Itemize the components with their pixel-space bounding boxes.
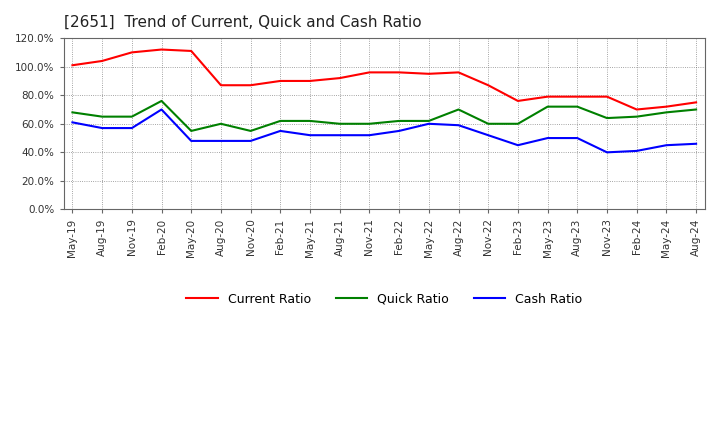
Cash Ratio bbox=[217, 138, 225, 143]
Quick Ratio bbox=[454, 107, 463, 112]
Current Ratio bbox=[306, 78, 315, 84]
Quick Ratio bbox=[632, 114, 641, 119]
Quick Ratio bbox=[246, 128, 255, 134]
Quick Ratio bbox=[425, 118, 433, 124]
Line: Quick Ratio: Quick Ratio bbox=[73, 101, 696, 131]
Current Ratio bbox=[98, 59, 107, 64]
Current Ratio bbox=[157, 47, 166, 52]
Quick Ratio bbox=[573, 104, 582, 109]
Quick Ratio bbox=[544, 104, 552, 109]
Current Ratio bbox=[336, 75, 344, 81]
Current Ratio bbox=[127, 50, 136, 55]
Current Ratio bbox=[573, 94, 582, 99]
Cash Ratio bbox=[513, 143, 522, 148]
Current Ratio bbox=[484, 83, 492, 88]
Cash Ratio bbox=[662, 143, 671, 148]
Quick Ratio bbox=[68, 110, 77, 115]
Line: Cash Ratio: Cash Ratio bbox=[73, 110, 696, 152]
Current Ratio bbox=[632, 107, 641, 112]
Cash Ratio bbox=[336, 132, 344, 138]
Current Ratio bbox=[603, 94, 611, 99]
Quick Ratio bbox=[127, 114, 136, 119]
Quick Ratio bbox=[365, 121, 374, 126]
Cash Ratio bbox=[98, 125, 107, 131]
Cash Ratio bbox=[246, 138, 255, 143]
Line: Current Ratio: Current Ratio bbox=[73, 50, 696, 110]
Current Ratio bbox=[544, 94, 552, 99]
Current Ratio bbox=[187, 48, 196, 54]
Cash Ratio bbox=[276, 128, 284, 134]
Cash Ratio bbox=[544, 136, 552, 141]
Quick Ratio bbox=[603, 115, 611, 121]
Cash Ratio bbox=[157, 107, 166, 112]
Quick Ratio bbox=[157, 98, 166, 103]
Quick Ratio bbox=[217, 121, 225, 126]
Cash Ratio bbox=[187, 138, 196, 143]
Cash Ratio bbox=[484, 132, 492, 138]
Current Ratio bbox=[217, 83, 225, 88]
Cash Ratio bbox=[395, 128, 403, 134]
Current Ratio bbox=[276, 78, 284, 84]
Quick Ratio bbox=[336, 121, 344, 126]
Quick Ratio bbox=[484, 121, 492, 126]
Legend: Current Ratio, Quick Ratio, Cash Ratio: Current Ratio, Quick Ratio, Cash Ratio bbox=[181, 288, 587, 311]
Current Ratio bbox=[662, 104, 671, 109]
Quick Ratio bbox=[276, 118, 284, 124]
Cash Ratio bbox=[68, 120, 77, 125]
Quick Ratio bbox=[395, 118, 403, 124]
Current Ratio bbox=[246, 83, 255, 88]
Quick Ratio bbox=[187, 128, 196, 134]
Quick Ratio bbox=[306, 118, 315, 124]
Quick Ratio bbox=[692, 107, 701, 112]
Cash Ratio bbox=[365, 132, 374, 138]
Current Ratio bbox=[513, 98, 522, 103]
Cash Ratio bbox=[692, 141, 701, 147]
Cash Ratio bbox=[425, 121, 433, 126]
Cash Ratio bbox=[454, 123, 463, 128]
Current Ratio bbox=[365, 70, 374, 75]
Text: [2651]  Trend of Current, Quick and Cash Ratio: [2651] Trend of Current, Quick and Cash … bbox=[63, 15, 421, 30]
Current Ratio bbox=[692, 100, 701, 105]
Current Ratio bbox=[425, 71, 433, 77]
Cash Ratio bbox=[573, 136, 582, 141]
Cash Ratio bbox=[306, 132, 315, 138]
Current Ratio bbox=[454, 70, 463, 75]
Quick Ratio bbox=[662, 110, 671, 115]
Cash Ratio bbox=[127, 125, 136, 131]
Quick Ratio bbox=[98, 114, 107, 119]
Quick Ratio bbox=[513, 121, 522, 126]
Cash Ratio bbox=[603, 150, 611, 155]
Cash Ratio bbox=[632, 148, 641, 154]
Current Ratio bbox=[395, 70, 403, 75]
Current Ratio bbox=[68, 62, 77, 68]
